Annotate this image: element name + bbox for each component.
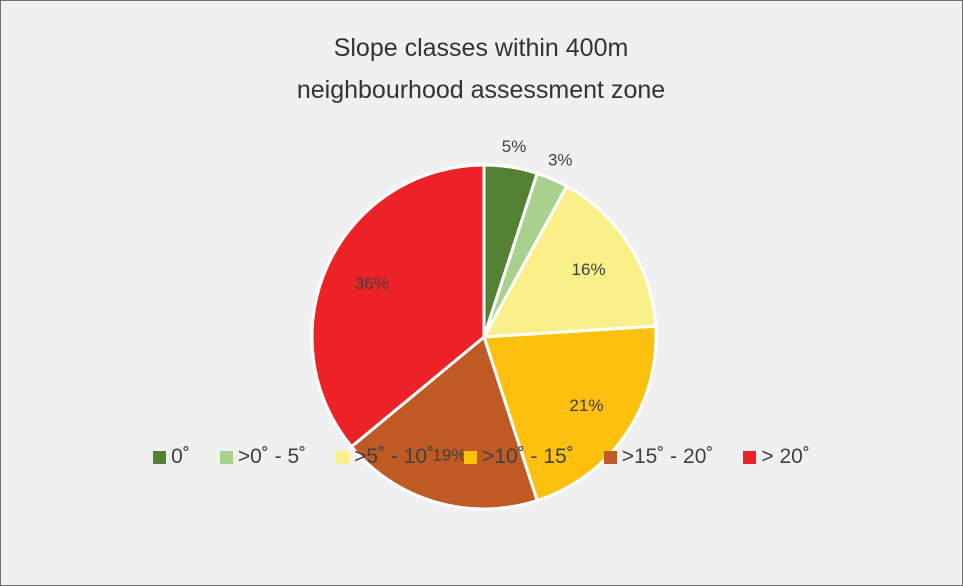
data-label: 19% [432,445,466,464]
legend-label: > 20˚ [761,445,810,468]
legend-item: >15˚ - 20˚ [603,445,714,469]
legend-label: >5˚ - 10˚ [354,445,435,468]
legend-item: > 20˚ [743,445,810,469]
data-label: 16% [572,260,606,279]
data-label: 36% [355,274,389,293]
legend-label: >10˚ - 15˚ [482,445,574,468]
pie-slice [310,163,486,449]
legend-item: >10˚ - 15˚ [464,445,574,469]
legend-label: 0˚ [171,445,190,468]
legend-item: >5˚ - 10˚ [336,445,434,469]
legend-swatch [153,450,167,464]
data-label: 21% [569,396,603,415]
legend-swatch [336,450,350,464]
pie-slice [349,334,540,511]
legend-label: >0˚ - 5˚ [237,445,307,468]
legend-swatch [743,450,757,464]
chart-title: Slope classes within 400m neighbourhood … [296,34,666,104]
pie-slice [481,324,658,503]
pie-slice [481,184,658,339]
legend-item: 0˚ [153,445,190,469]
legend-swatch [219,450,233,464]
legend-item: >0˚ - 5˚ [219,445,307,469]
legend-swatch [464,450,478,464]
data-label: 3% [548,150,573,169]
legend-swatch [603,450,617,464]
data-label: 5% [502,137,527,156]
legend-label: >15˚ - 20˚ [621,445,714,468]
legend: 0˚ >0˚ - 5˚ >5˚ - 10˚ >10˚ - 15˚ >15˚ - 20˚ >… [1,445,962,469]
